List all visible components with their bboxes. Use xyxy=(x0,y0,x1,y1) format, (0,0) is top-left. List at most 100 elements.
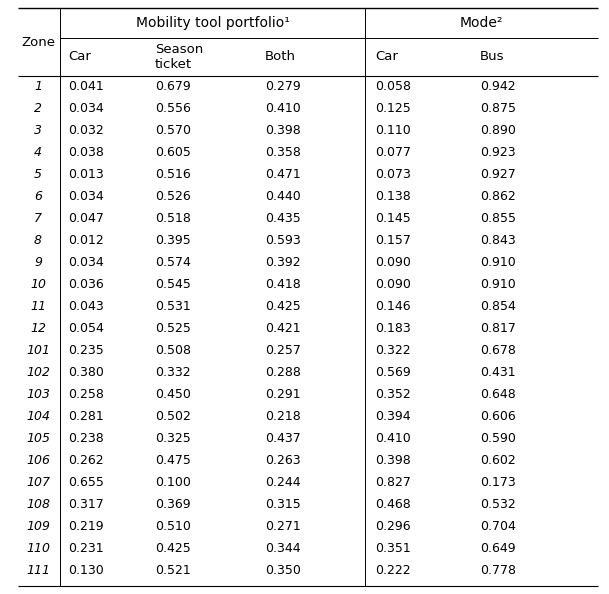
Text: 0.231: 0.231 xyxy=(68,542,104,555)
Text: 0.431: 0.431 xyxy=(480,366,516,379)
Text: 0.047: 0.047 xyxy=(68,212,104,225)
Text: 4: 4 xyxy=(34,146,42,159)
Text: 0.910: 0.910 xyxy=(480,278,516,291)
Text: 0.471: 0.471 xyxy=(265,168,301,181)
Text: 0.090: 0.090 xyxy=(375,256,411,269)
Text: 11: 11 xyxy=(30,300,46,313)
Text: 6: 6 xyxy=(34,190,42,203)
Text: 0.380: 0.380 xyxy=(68,366,104,379)
Text: 105: 105 xyxy=(26,432,50,445)
Text: Mode²: Mode² xyxy=(460,16,503,30)
Text: 0.602: 0.602 xyxy=(480,454,516,467)
Text: 0.923: 0.923 xyxy=(480,146,516,159)
Text: 0.344: 0.344 xyxy=(265,542,301,555)
Text: 110: 110 xyxy=(26,542,50,555)
Text: 0.258: 0.258 xyxy=(68,388,104,401)
Text: 9: 9 xyxy=(34,256,42,269)
Text: 0.183: 0.183 xyxy=(375,322,410,335)
Text: Car: Car xyxy=(68,50,91,64)
Text: 0.130: 0.130 xyxy=(68,564,104,577)
Text: 0.032: 0.032 xyxy=(68,124,104,137)
Text: 0.468: 0.468 xyxy=(375,498,410,511)
Text: 0.110: 0.110 xyxy=(375,124,410,137)
Text: 0.012: 0.012 xyxy=(68,234,104,247)
Text: 108: 108 xyxy=(26,498,50,511)
Text: 0.521: 0.521 xyxy=(155,564,191,577)
Text: 0.398: 0.398 xyxy=(375,454,410,467)
Text: 0.296: 0.296 xyxy=(375,520,410,533)
Text: 0.437: 0.437 xyxy=(265,432,301,445)
Text: 0.279: 0.279 xyxy=(265,80,301,93)
Text: 0.606: 0.606 xyxy=(480,410,516,423)
Text: 0.398: 0.398 xyxy=(265,124,301,137)
Text: 0.532: 0.532 xyxy=(480,498,516,511)
Text: 0.410: 0.410 xyxy=(265,102,301,115)
Text: 104: 104 xyxy=(26,410,50,423)
Text: 0.263: 0.263 xyxy=(265,454,301,467)
Text: 5: 5 xyxy=(34,168,42,181)
Text: 0.510: 0.510 xyxy=(155,520,191,533)
Text: 0.827: 0.827 xyxy=(375,476,411,489)
Text: 1: 1 xyxy=(34,80,42,93)
Text: 0.425: 0.425 xyxy=(155,542,191,555)
Text: 0.238: 0.238 xyxy=(68,432,104,445)
Text: 0.146: 0.146 xyxy=(375,300,410,313)
Text: 0.778: 0.778 xyxy=(480,564,516,577)
Text: 0.875: 0.875 xyxy=(480,102,516,115)
Text: 0.235: 0.235 xyxy=(68,344,104,357)
Text: 0.036: 0.036 xyxy=(68,278,104,291)
Text: 0.125: 0.125 xyxy=(375,102,410,115)
Text: 0.219: 0.219 xyxy=(68,520,104,533)
Text: 0.257: 0.257 xyxy=(265,344,301,357)
Text: 0.502: 0.502 xyxy=(155,410,191,423)
Text: Both: Both xyxy=(265,50,296,64)
Text: 0.394: 0.394 xyxy=(375,410,410,423)
Text: 0.817: 0.817 xyxy=(480,322,516,335)
Text: 0.145: 0.145 xyxy=(375,212,410,225)
Text: 0.605: 0.605 xyxy=(155,146,191,159)
Text: 0.352: 0.352 xyxy=(375,388,410,401)
Text: 0.526: 0.526 xyxy=(155,190,191,203)
Text: 0.325: 0.325 xyxy=(155,432,191,445)
Text: 0.271: 0.271 xyxy=(265,520,301,533)
Text: 0.525: 0.525 xyxy=(155,322,191,335)
Text: 0.218: 0.218 xyxy=(265,410,301,423)
Text: 0.043: 0.043 xyxy=(68,300,104,313)
Text: 0.590: 0.590 xyxy=(480,432,516,445)
Text: 0.704: 0.704 xyxy=(480,520,516,533)
Text: 0.678: 0.678 xyxy=(480,344,516,357)
Text: 0.450: 0.450 xyxy=(155,388,191,401)
Text: 109: 109 xyxy=(26,520,50,533)
Text: 0.942: 0.942 xyxy=(480,80,516,93)
Text: 0.927: 0.927 xyxy=(480,168,516,181)
Text: 0.862: 0.862 xyxy=(480,190,516,203)
Text: 0.332: 0.332 xyxy=(155,366,191,379)
Text: 0.421: 0.421 xyxy=(265,322,301,335)
Text: 0.649: 0.649 xyxy=(480,542,516,555)
Text: 106: 106 xyxy=(26,454,50,467)
Text: 0.425: 0.425 xyxy=(265,300,301,313)
Text: 8: 8 xyxy=(34,234,42,247)
Text: 0.157: 0.157 xyxy=(375,234,411,247)
Text: 0.843: 0.843 xyxy=(480,234,516,247)
Text: 0.054: 0.054 xyxy=(68,322,104,335)
Text: 0.369: 0.369 xyxy=(155,498,191,511)
Text: 0.090: 0.090 xyxy=(375,278,411,291)
Text: 0.531: 0.531 xyxy=(155,300,191,313)
Text: 0.351: 0.351 xyxy=(375,542,410,555)
Text: 0.262: 0.262 xyxy=(68,454,104,467)
Text: 0.435: 0.435 xyxy=(265,212,301,225)
Text: 0.648: 0.648 xyxy=(480,388,516,401)
Text: 0.855: 0.855 xyxy=(480,212,516,225)
Text: 0.041: 0.041 xyxy=(68,80,104,93)
Text: 0.655: 0.655 xyxy=(68,476,104,489)
Text: 10: 10 xyxy=(30,278,46,291)
Text: Mobility tool portfolio¹: Mobility tool portfolio¹ xyxy=(136,16,289,30)
Text: 2: 2 xyxy=(34,102,42,115)
Text: 107: 107 xyxy=(26,476,50,489)
Text: 0.281: 0.281 xyxy=(68,410,104,423)
Text: Bus: Bus xyxy=(480,50,504,64)
Text: 0.910: 0.910 xyxy=(480,256,516,269)
Text: 0.392: 0.392 xyxy=(265,256,301,269)
Text: 0.440: 0.440 xyxy=(265,190,301,203)
